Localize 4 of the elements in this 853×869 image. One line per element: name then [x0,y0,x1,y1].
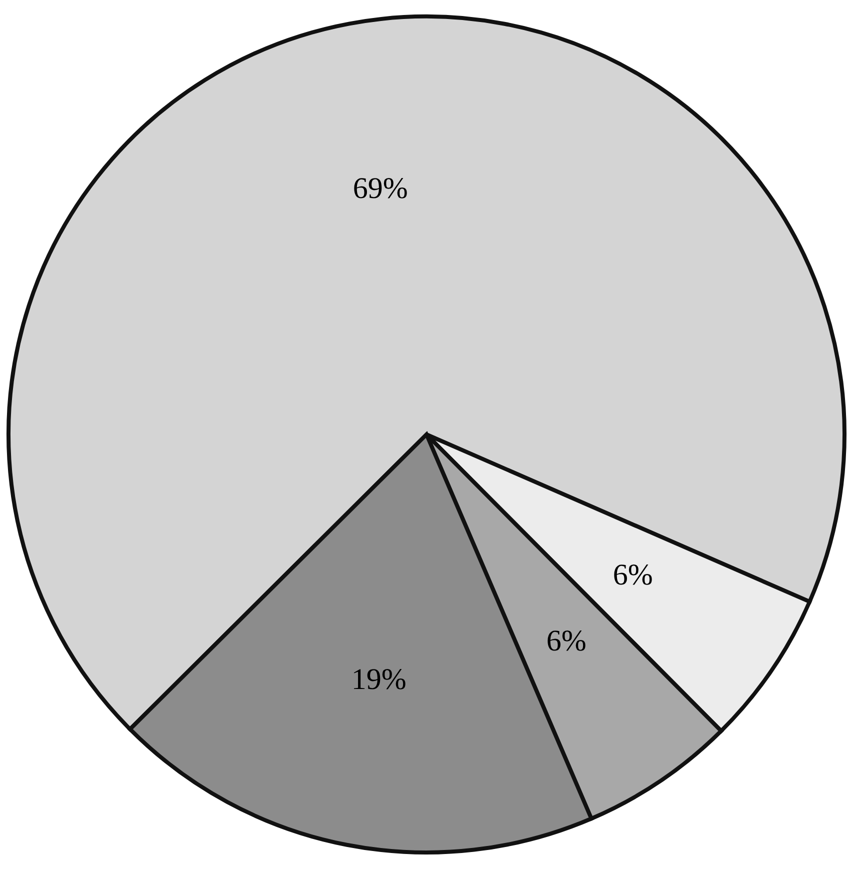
data-label: 6% [612,558,653,592]
data-label: 6% [546,624,586,658]
data-label: 69% [352,172,408,205]
data-label: 19% [351,662,406,696]
